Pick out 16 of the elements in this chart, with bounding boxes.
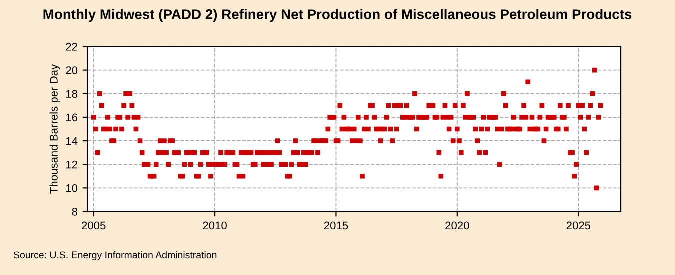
x-tick-label: 2025 <box>566 222 591 230</box>
x-tick-label: 2020 <box>446 222 470 230</box>
y-tick-label: 10 <box>66 184 78 192</box>
chart-title: Monthly Midwest (PADD 2) Refinery Net Production of Miscellaneous Petroleum Products <box>44 9 632 22</box>
x-tick-label: 2015 <box>324 222 348 230</box>
y-tick-label: 18 <box>66 90 78 98</box>
y-axis-title: Thousand Barrels per Day <box>50 64 60 194</box>
x-tick-label: 2005 <box>82 222 106 230</box>
source-note: Source: U.S. Energy Information Administration <box>14 251 217 261</box>
y-tick-label: 12 <box>66 160 78 169</box>
y-tick-label: 14 <box>66 137 78 146</box>
y-tick-label: 16 <box>66 114 78 122</box>
x-tick-label: 2010 <box>203 222 227 230</box>
y-tick-label: 20 <box>66 66 78 74</box>
y-tick-label: 22 <box>66 43 78 51</box>
y-tick-label: 8 <box>72 208 78 216</box>
